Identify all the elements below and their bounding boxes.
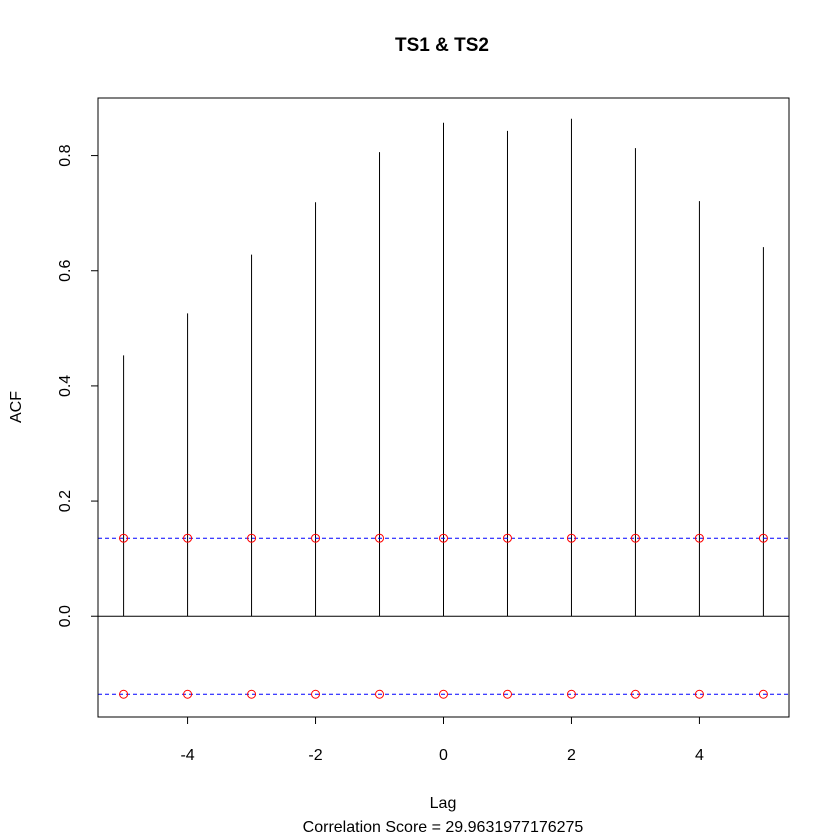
marker-upper-lag-3	[630, 533, 640, 543]
marker-upper-lag-4	[694, 533, 704, 543]
y-tick-label-0.6: 0.6	[57, 260, 74, 282]
marker-upper-lag-1	[502, 533, 512, 543]
marker-lower-lag-2	[566, 689, 576, 699]
x-axis-label: Lag	[430, 795, 457, 812]
marker-upper-lag-5	[758, 533, 768, 543]
marker-lower-lag-4	[694, 689, 704, 699]
axes-group: -4 -2 0 2 4 0.0 0.2 0.4 0.6 0.8	[57, 144, 789, 764]
y-tick-label-0.2: 0.2	[57, 490, 74, 512]
chart-title: TS1 & TS2	[395, 35, 489, 56]
marker-lower-lag-0	[439, 689, 448, 699]
markers-group	[119, 533, 768, 699]
y-axis-label: ACF	[8, 391, 25, 423]
marker-lower-lag-1	[502, 689, 512, 699]
x-tick-label-0: 0	[439, 747, 448, 764]
confidence-lines-group	[98, 537, 789, 695]
marker-lower-lag--4	[183, 689, 193, 699]
marker-upper-lag-2	[566, 533, 576, 543]
correlation-score-subtitle: Correlation Score = 29.9631977176275	[303, 819, 584, 836]
x-tick-label-4: 4	[695, 747, 704, 764]
marker-upper-lag--5	[119, 533, 129, 543]
marker-lower-lag--1	[375, 689, 385, 699]
marker-lower-lag-5	[758, 689, 768, 699]
marker-upper-lag--2	[311, 533, 321, 543]
y-tick-label-0.4: 0.4	[57, 375, 74, 397]
marker-lower-lag-3	[630, 689, 640, 699]
x-tick-label-2: 2	[567, 747, 576, 764]
marker-upper-lag-0	[439, 533, 448, 543]
bars-group	[123, 118, 764, 617]
marker-upper-lag--3	[247, 533, 257, 543]
marker-upper-lag--1	[375, 533, 385, 543]
marker-lower-lag--5	[119, 689, 129, 699]
plot-frame	[97, 97, 790, 718]
y-tick-label-0.8: 0.8	[57, 144, 74, 166]
y-tick-label-0.0: 0.0	[57, 605, 74, 627]
x-tick-label--2: -2	[308, 747, 322, 764]
marker-upper-lag--4	[183, 533, 193, 543]
marker-lower-lag--2	[311, 689, 321, 699]
marker-lower-lag--3	[247, 689, 257, 699]
x-tick-label--4: -4	[180, 747, 194, 764]
